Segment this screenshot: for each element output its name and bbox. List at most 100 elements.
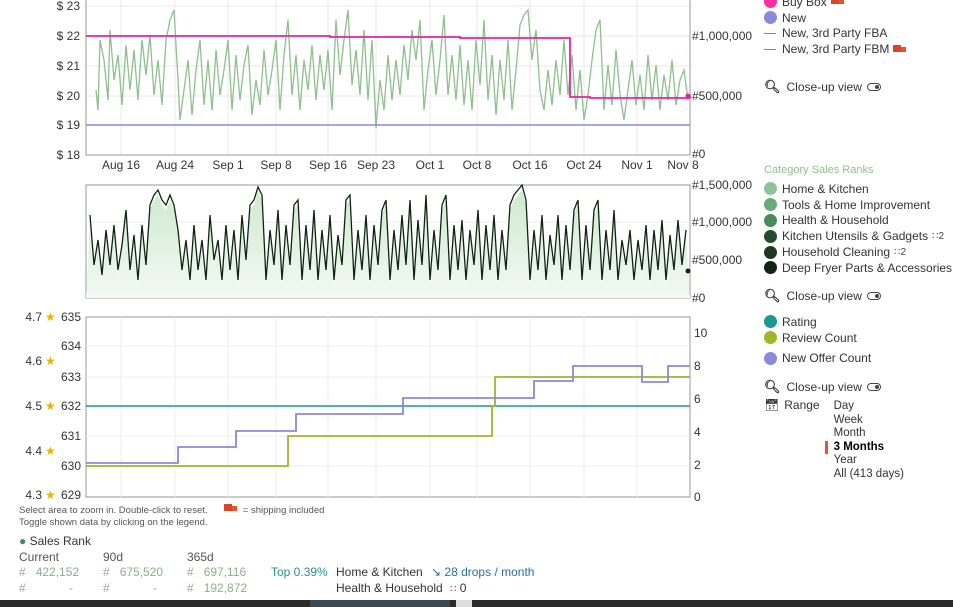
hash: # <box>187 565 194 579</box>
range-option-all[interactable]: All (413 days) <box>833 467 904 480</box>
offer-count-line <box>86 365 690 464</box>
price-chart[interactable]: $ 23 $ 22 $ 21 $ 20 $ 19 $ 18 #1,000,000… <box>0 0 760 175</box>
price-x-label: Oct 16 <box>512 158 548 172</box>
sales-rank-chart[interactable]: #1,500,000 #1,000,000 #500,000 #0 <box>0 175 760 305</box>
stat-365d: # 192,872 <box>187 581 247 595</box>
rank-dot-icon <box>764 261 777 275</box>
legend-label: Tools & Home Improvement <box>782 197 931 212</box>
hash: # <box>19 565 26 579</box>
legend-label: Home & Kitchen <box>782 181 869 196</box>
header-365d: 365d <box>187 550 214 564</box>
dash-line-icon <box>764 48 776 50</box>
rating-y-label: 4.6 <box>25 354 42 368</box>
toggle-switch-icon[interactable] <box>866 292 881 300</box>
rank-dot-icon <box>764 182 777 196</box>
hash: # <box>187 581 194 595</box>
rating-legend: Rating Review Count New Offer Count <box>764 314 871 366</box>
legend-item-kitchen-utensils[interactable]: Kitchen Utensils & Gadgets ∷2 <box>764 228 952 244</box>
range-option-day[interactable]: Day <box>833 400 855 412</box>
price-closeup-toggle[interactable]: 🔍︎ Close-up view <box>764 79 881 95</box>
range-options: Day Week Month 3 Months Year All (413 da… <box>824 400 904 482</box>
star-icon: ★ <box>45 444 56 458</box>
category-home-kitchen[interactable]: Home & Kitchen <box>336 565 423 579</box>
legend-label: New <box>782 10 807 25</box>
range-option-month[interactable]: Month <box>833 427 866 440</box>
rating-closeup-toggle[interactable]: 🔍︎ Close-up view <box>764 379 881 395</box>
rank-right-label: #500,000 <box>692 253 742 267</box>
hash: # <box>103 581 110 595</box>
rank-line-dark <box>89 183 687 281</box>
rating-chart[interactable]: 4.7 4.6 4.5 4.4 4.3 ★ ★ ★ ★ ★ 635 634 63… <box>0 305 760 505</box>
star-icon: ★ <box>45 488 56 502</box>
stat-value: 675,520 <box>119 565 164 579</box>
price-x-label: Oct 24 <box>566 158 602 172</box>
range-option-week[interactable]: Week <box>833 413 863 426</box>
category-health-household[interactable]: Health & Household ∷ 0 <box>336 581 466 595</box>
toggle-switch-icon[interactable] <box>866 383 881 391</box>
range-option-3-months[interactable]: 3 Months <box>824 440 904 455</box>
horizontal-scrollbar[interactable] <box>0 600 953 607</box>
price-right-label: #1,000,000 <box>692 29 752 43</box>
legend-item-tools[interactable]: Tools & Home Improvement <box>764 197 952 213</box>
drops-count: 0 <box>459 581 467 595</box>
legend-label: New, 3rd Party FBA <box>782 26 888 41</box>
calendar-icon: 📅︎ <box>764 398 780 412</box>
review-y-label: 629 <box>61 488 81 502</box>
price-y-label: $ 18 <box>57 148 81 162</box>
new-dot-icon <box>764 11 777 25</box>
sales-rank-title[interactable]: ● Sales Rank <box>19 534 91 548</box>
closeup-label: Close-up view <box>786 80 862 94</box>
range-option-year[interactable]: Year <box>833 454 857 467</box>
price-right-label: #500,000 <box>692 89 742 103</box>
offer-y-label: 10 <box>694 326 708 340</box>
legend-item-household-cleaning[interactable]: Household Cleaning ∷2 <box>764 244 952 260</box>
rank-legend-title: Category Sales Ranks <box>764 164 873 176</box>
rank-right-label: #0 <box>692 291 706 305</box>
hierarchy-count: 2 <box>938 230 945 242</box>
review-y-label: 635 <box>61 310 81 324</box>
hierarchy-count: 2 <box>900 246 907 258</box>
rank-right-label: #1,500,000 <box>692 178 752 192</box>
hierarchy-icon: ∷2 <box>894 246 907 258</box>
legend-item-home-kitchen[interactable]: Home & Kitchen <box>764 181 952 197</box>
offer-dot-icon <box>764 351 777 365</box>
rank-legend: Home & Kitchen Tools & Home Improvement … <box>764 181 952 276</box>
legend-item-deep-fryer[interactable]: Deep Fryer Parts & Accessories <box>764 260 952 276</box>
range-label: Range <box>784 398 820 412</box>
price-x-label: Sep 8 <box>260 158 292 172</box>
review-count-line <box>86 376 690 467</box>
legend-label: Review Count <box>782 330 857 345</box>
review-y-label: 633 <box>61 370 81 384</box>
price-x-label: Aug 24 <box>156 158 194 172</box>
offer-y-label: 4 <box>694 425 701 439</box>
legend-item-buy-box[interactable]: Buy Box <box>764 0 906 10</box>
toggle-switch-icon[interactable] <box>866 83 881 91</box>
legend-item-fba[interactable]: New, 3rd Party FBA <box>764 26 906 42</box>
price-y-label: $ 23 <box>57 0 81 13</box>
legend-label: New Offer Count <box>782 351 872 366</box>
rating-y-label: 4.7 <box>25 310 42 324</box>
price-x-label: Sep 23 <box>357 158 395 172</box>
scrollbar-handle[interactable] <box>456 600 472 607</box>
stat-current: # 422,152 <box>19 565 79 579</box>
rank-dot-icon <box>764 213 777 227</box>
legend-label: New, 3rd Party FBM <box>782 42 890 57</box>
price-y-label: $ 19 <box>57 118 81 132</box>
stat-365d: # 697,116 <box>187 565 246 579</box>
rating-y-label: 4.5 <box>25 399 42 413</box>
legend-item-health[interactable]: Health & Household <box>764 213 952 229</box>
scrollbar-thumb[interactable] <box>310 600 450 607</box>
truck-icon <box>224 504 238 513</box>
price-y-label: $ 20 <box>57 89 81 103</box>
rating-y-label: 4.3 <box>25 488 42 502</box>
legend-label: Household Cleaning <box>782 245 891 260</box>
legend-item-review-count[interactable]: Review Count <box>764 330 871 346</box>
toggle-note: Toggle shown data by clicking on the leg… <box>19 517 208 528</box>
legend-item-fbm[interactable]: New, 3rd Party FBM <box>764 41 907 57</box>
sales-rank-title-text: Sales Rank <box>29 534 91 548</box>
legend-item-new[interactable]: New <box>764 10 906 26</box>
truck-icon <box>830 0 844 6</box>
legend-item-new-offer-count[interactable]: New Offer Count <box>764 351 871 367</box>
legend-item-rating[interactable]: Rating <box>764 314 871 330</box>
rank-closeup-toggle[interactable]: 🔍︎ Close-up view <box>764 288 881 304</box>
